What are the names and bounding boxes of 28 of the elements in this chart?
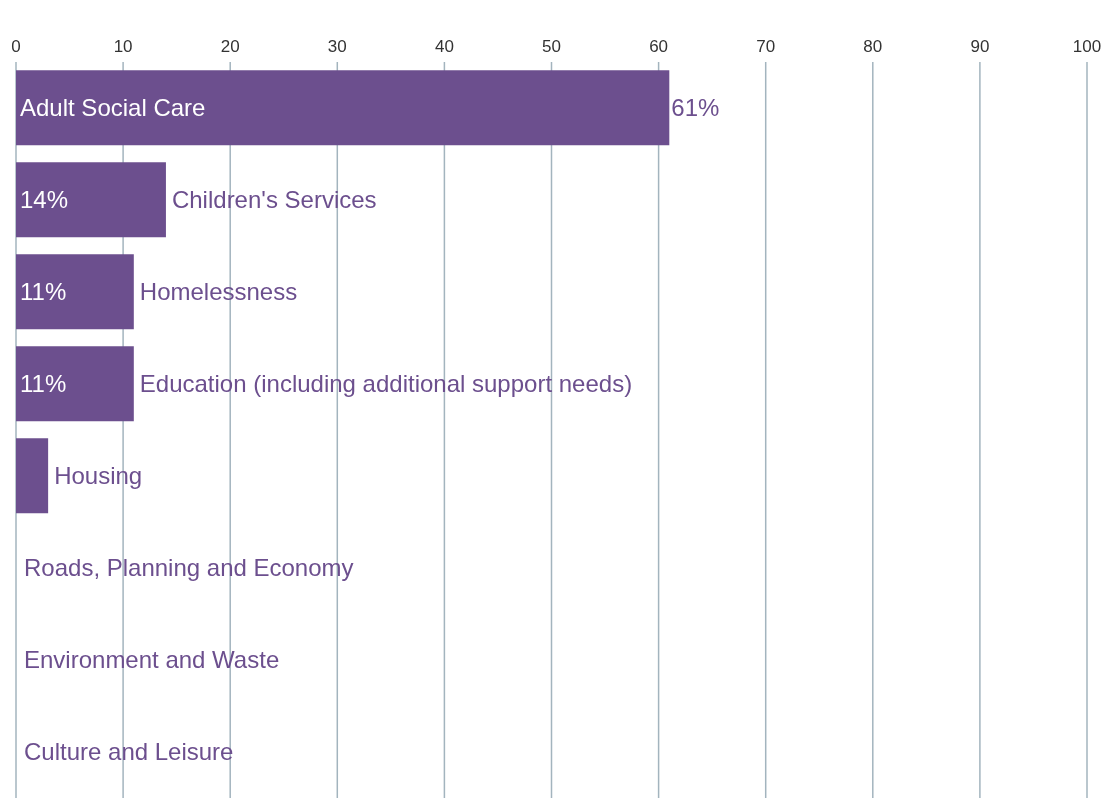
y-tick-label: Homelessness xyxy=(139,278,298,306)
data-label: 14% xyxy=(20,186,69,214)
x-tick-label: 70 xyxy=(756,37,776,56)
bar xyxy=(16,70,670,146)
x-tick-label: 20 xyxy=(220,37,240,56)
y-tick-label: Housing xyxy=(54,462,143,490)
x-tick-label: 50 xyxy=(542,37,561,56)
x-tick-label: 60 xyxy=(649,37,669,56)
y-tick-label: Adult Social Care xyxy=(20,94,206,122)
x-tick-label: 30 xyxy=(327,37,347,56)
x-tick-label: 90 xyxy=(970,37,990,56)
data-label: 61% xyxy=(671,94,720,122)
y-tick-label: Roads, Planning and Economy xyxy=(24,554,354,582)
y-tick-label: Children's Services xyxy=(171,186,377,214)
y-tick-label: Environment and Waste xyxy=(24,646,280,674)
bar xyxy=(16,438,49,514)
bar xyxy=(16,254,134,330)
x-tick-label: 10 xyxy=(113,37,133,56)
x-tick-label: 80 xyxy=(863,37,883,56)
x-tick-label: 100 xyxy=(1072,37,1102,56)
data-label: 11% xyxy=(20,370,67,398)
x-tick-label: 0 xyxy=(11,37,21,56)
bar xyxy=(16,346,134,422)
data-label: 11% xyxy=(20,278,67,306)
y-tick-label: Culture and Leisure xyxy=(24,738,234,766)
x-tick-label: 40 xyxy=(434,37,454,56)
bar xyxy=(16,162,166,238)
y-tick-label: Education (including additional support needs) xyxy=(139,370,633,398)
